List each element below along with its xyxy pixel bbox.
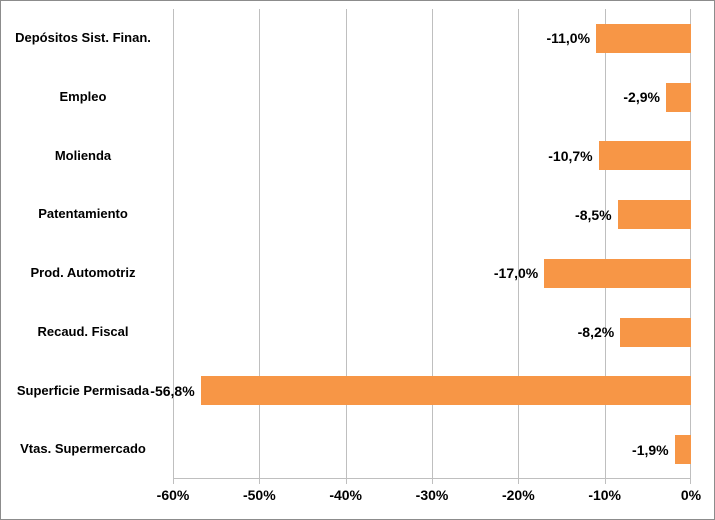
bar — [598, 141, 691, 171]
value-label: -11,0% — [546, 30, 591, 47]
category-label: Recaud. Fiscal — [37, 323, 129, 339]
value-label: -17,0% — [493, 265, 539, 282]
gridline — [259, 9, 261, 479]
bar — [200, 376, 691, 406]
x-tick-label: -40% — [329, 487, 362, 503]
x-tick-label: -20% — [501, 487, 535, 503]
category-label: Superficie Permisada — [16, 382, 150, 398]
category-label: Patentamiento — [38, 206, 128, 222]
bar — [665, 82, 691, 112]
value-label: -8,2% — [577, 324, 615, 341]
bar — [596, 23, 691, 53]
tick-mark — [690, 479, 691, 484]
x-tick-label: -50% — [242, 487, 276, 503]
bar — [620, 317, 691, 347]
x-tick-label: -10% — [588, 487, 621, 503]
bar — [544, 258, 691, 288]
category-label: Vtas. Supermercado — [20, 441, 146, 457]
gridline — [173, 9, 174, 479]
x-tick-label: -60% — [156, 487, 190, 503]
category-label: Molienda — [54, 147, 112, 163]
value-label: -10,7% — [548, 147, 593, 164]
tick-mark — [604, 479, 606, 484]
category-label: Depósitos Sist. Finan. — [15, 30, 151, 46]
gridline — [518, 9, 520, 479]
bar — [617, 200, 691, 230]
gridline — [345, 9, 347, 479]
tick-mark — [259, 479, 261, 484]
category-label: Prod. Automotriz — [30, 265, 136, 281]
x-tick-label: 0% — [680, 487, 702, 503]
tick-mark — [173, 479, 174, 484]
plot-area: -11,0% -2,9% -10,7% -8,5% -17,0% -8,2% -56,8% -… — [150, 9, 691, 484]
value-label: -8,5% — [575, 206, 612, 223]
value-label: -1,9% — [632, 441, 669, 458]
tick-mark — [345, 479, 347, 484]
value-label: -56,8% — [150, 382, 195, 399]
value-label: -2,9% — [623, 89, 660, 106]
y-axis-labels: Depósitos Sist. Finan. Empleo Molienda Pate… — [1, 9, 173, 479]
category-label: Empleo — [59, 88, 107, 104]
x-axis: -60% -50% -40% -30% -20% -10% 0% — [157, 487, 701, 509]
tick-mark — [432, 479, 433, 484]
x-tick-label: -30% — [415, 487, 449, 503]
bar — [674, 435, 691, 465]
zero-axis-line — [690, 9, 691, 479]
gridline — [432, 9, 433, 479]
tick-mark — [518, 479, 520, 484]
gridline — [604, 9, 606, 479]
